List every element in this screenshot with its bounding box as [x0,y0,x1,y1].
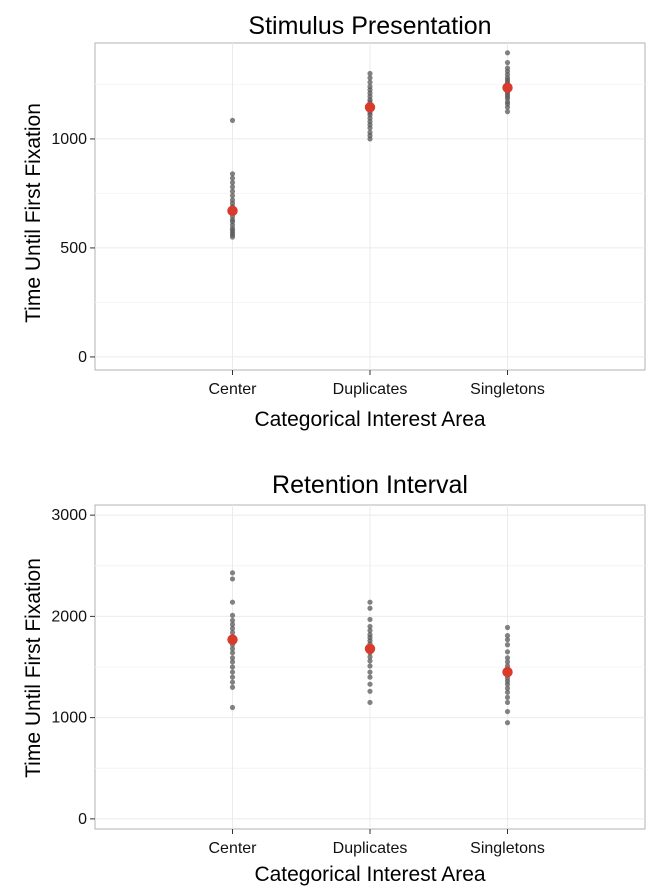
chart-title: Stimulus Presentation [248,12,491,40]
data-point [229,117,236,123]
y-axis-ticks: 0 500 1000 [51,131,95,366]
chart-retention-interval: 0 1000 2000 3000 Center Duplicates Singletons… [22,471,646,886]
data-point [367,681,373,687]
data-point [504,50,511,56]
data-point [229,184,236,190]
x-tick-label: Center [208,840,257,857]
data-point [229,175,236,181]
data-point [229,659,236,665]
data-point [367,75,373,81]
x-tick-label: Singletons [470,840,545,857]
data-point [504,681,511,687]
data-point [504,642,511,648]
data-point [229,669,236,675]
chart-stimulus-presentation: 0 500 1000 Center Duplicates Singletons Stim… [22,12,646,431]
data-point [367,688,373,694]
data-point [367,627,373,634]
mean-point [502,666,513,678]
data-point [229,650,236,656]
data-point [504,694,511,700]
data-point [504,708,511,715]
data-point [229,612,236,618]
y-tick-label: 2000 [51,608,87,625]
data-point [229,617,236,624]
y-tick-label: 3000 [51,507,87,524]
x-tick-label: Center [208,381,257,398]
data-points [227,50,513,240]
data-point [367,623,373,630]
data-point [367,605,373,611]
data-point [504,633,511,639]
data-point [229,684,236,690]
x-tick-label: Singletons [470,381,545,398]
mean-point [227,634,238,645]
data-point [367,79,373,85]
y-tick-label: 1000 [51,710,87,727]
data-point [229,679,236,685]
data-point [367,658,373,664]
mean-point [502,82,513,93]
x-axis-title: Categorical Interest Area [254,863,485,886]
data-point [504,60,511,66]
y-axis-title: Time Until First Fixation [22,103,45,323]
data-point [229,655,236,661]
data-point [504,104,511,110]
x-axis-title: Categorical Interest Area [254,408,485,431]
data-point [504,637,511,643]
data-point [367,674,373,680]
data-point [229,570,236,576]
data-point [229,171,236,177]
y-axis-ticks: 0 1000 2000 3000 [51,507,95,828]
data-point [367,663,373,669]
data-point [504,649,511,655]
data-point [229,599,236,605]
x-axis-ticks: Center Duplicates Singletons [208,370,545,398]
mean-point [364,643,376,654]
data-point [229,179,236,186]
data-point [367,654,373,660]
y-tick-label: 0 [78,349,87,366]
data-point [229,629,236,636]
x-axis-ticks: Center Duplicates Singletons [208,829,545,857]
data-point [229,234,236,240]
data-point [367,136,373,142]
data-point [229,576,236,582]
data-point [504,685,511,691]
data-point [504,655,511,661]
data-point [504,689,511,695]
data-point [229,646,236,652]
mean-point [364,102,376,113]
y-tick-label: 500 [60,240,87,257]
data-point [504,624,511,631]
data-point [504,109,511,115]
data-point [367,70,373,77]
data-point [229,704,236,711]
data-point [229,193,236,199]
data-point [229,664,236,670]
x-tick-label: Duplicates [333,381,408,398]
data-points [227,570,513,726]
data-point [504,699,511,706]
data-point [367,125,373,131]
y-tick-label: 0 [78,811,87,828]
data-point [504,659,511,665]
data-point [229,625,236,632]
data-point [367,669,373,675]
y-tick-label: 1000 [51,131,87,148]
x-tick-label: Duplicates [333,840,408,857]
y-axis-title: Time Until First Fixation [22,558,45,778]
data-point [367,699,373,706]
data-point [367,599,373,605]
mean-point [227,205,238,217]
data-point [367,616,373,623]
chart-title: Retention Interval [272,471,468,499]
data-point [229,621,236,628]
data-point [229,188,236,194]
data-point [504,720,511,726]
data-point [229,674,236,680]
